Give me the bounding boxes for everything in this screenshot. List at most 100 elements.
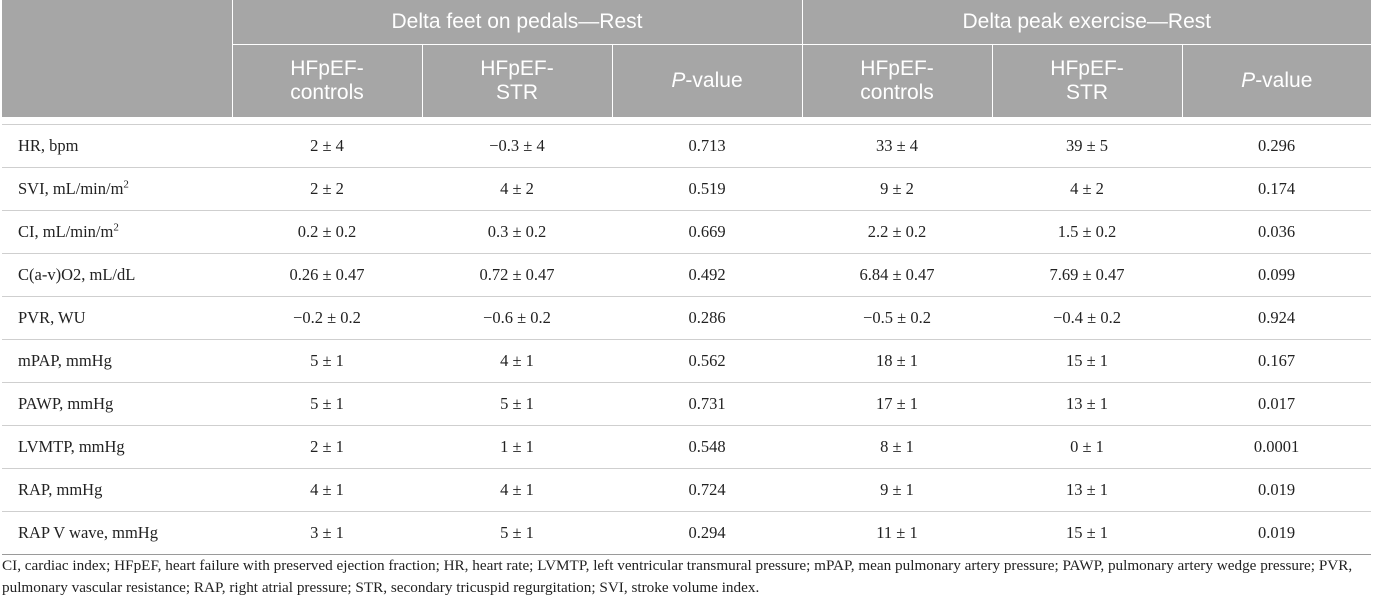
cell-peak-pvalue: 0.924 [1182, 296, 1372, 340]
row-label-text: CI, mL/min/m [18, 221, 114, 241]
row-label: HR, bpm [2, 124, 232, 168]
table-header: Delta feet on pedals—Rest Delta peak exe… [2, 0, 1372, 118]
cell-feet-str: 5 ± 1 [422, 511, 612, 555]
row-label-text: HR, bpm [18, 135, 79, 155]
cell-peak-pvalue: 0.017 [1182, 382, 1372, 426]
col-header-feet-pvalue: P-value [611, 44, 803, 117]
row-label-text: mPAP, mmHg [18, 350, 112, 370]
cell-peak-pvalue: 0.036 [1182, 210, 1372, 254]
cell-feet-str: 0.3 ± 0.2 [422, 210, 612, 254]
row-label-superscript: 2 [113, 221, 119, 233]
cell-feet-controls: −0.2 ± 0.2 [232, 296, 422, 340]
cell-peak-controls: 11 ± 1 [802, 511, 993, 555]
cell-feet-str: −0.6 ± 0.2 [422, 296, 612, 340]
col-header-peak-str: HFpEF- STR [991, 44, 1183, 117]
cell-peak-str: 15 ± 1 [992, 339, 1183, 383]
cell-feet-str: 4 ± 2 [422, 167, 612, 211]
cell-feet-pvalue: 0.669 [612, 210, 803, 254]
cell-feet-str: 4 ± 1 [422, 339, 612, 383]
cell-peak-controls: 6.84 ± 0.47 [802, 253, 993, 297]
table-body: HR, bpm 2 ± 4 −0.3 ± 4 0.713 33 ± 4 39 ±… [2, 117, 1372, 555]
cell-peak-pvalue: 0.019 [1182, 468, 1372, 512]
table-row: PVR, WU −0.2 ± 0.2 −0.6 ± 0.2 0.286 −0.5… [2, 296, 1372, 340]
cell-feet-controls: 5 ± 1 [232, 382, 422, 426]
table-row: mPAP, mmHg 5 ± 1 4 ± 1 0.562 18 ± 1 15 ±… [2, 339, 1372, 383]
cell-peak-pvalue: 0.0001 [1182, 425, 1372, 469]
col-header-feet-str: HFpEF- STR [421, 44, 612, 117]
row-label-superscript: 2 [123, 178, 129, 190]
col-header-text-line2: STR [496, 81, 538, 104]
cell-peak-controls: 8 ± 1 [802, 425, 993, 469]
cell-peak-str: 0 ± 1 [992, 425, 1183, 469]
pvalue-suffix: -value [1255, 69, 1313, 92]
col-header-text-line1: HFpEF- [480, 57, 554, 80]
col-header-text-line2: STR [1066, 81, 1109, 104]
cell-peak-str: 7.69 ± 0.47 [992, 253, 1183, 297]
row-label: SVI, mL/min/m2 [2, 167, 232, 211]
cell-peak-str: 39 ± 5 [992, 124, 1183, 168]
table-row: LVMTP, mmHg 2 ± 1 1 ± 1 0.548 8 ± 1 0 ± … [2, 425, 1372, 469]
cell-peak-pvalue: 0.167 [1182, 339, 1372, 383]
pvalue-italic-p: P [671, 69, 686, 92]
table-row: CI, mL/min/m2 0.2 ± 0.2 0.3 ± 0.2 0.669 … [2, 210, 1372, 254]
row-label-text: C(a-v)O2, mL/dL [18, 264, 136, 284]
row-label-text: RAP, mmHg [18, 479, 103, 499]
row-label-text: PVR, WU [18, 307, 86, 327]
row-label-text: LVMTP, mmHg [18, 436, 125, 456]
cell-peak-controls: 17 ± 1 [802, 382, 993, 426]
cell-feet-str: −0.3 ± 4 [422, 124, 612, 168]
cell-feet-str: 4 ± 1 [422, 468, 612, 512]
results-table-container: Delta feet on pedals—Rest Delta peak exe… [2, 0, 1372, 555]
cell-feet-pvalue: 0.548 [612, 425, 803, 469]
pvalue-italic-p: P [1241, 69, 1256, 92]
cell-feet-pvalue: 0.492 [612, 253, 803, 297]
cell-feet-controls: 2 ± 1 [232, 425, 422, 469]
col-header-text-line1: HFpEF- [860, 57, 934, 80]
cell-feet-controls: 5 ± 1 [232, 339, 422, 383]
cell-feet-controls: 3 ± 1 [232, 511, 422, 555]
cell-peak-pvalue: 0.296 [1182, 124, 1372, 168]
table-row: SVI, mL/min/m2 2 ± 2 4 ± 2 0.519 9 ± 2 4… [2, 167, 1372, 211]
row-label: CI, mL/min/m2 [2, 210, 232, 254]
spacer-cell [2, 117, 1372, 125]
table-row: HR, bpm 2 ± 4 −0.3 ± 4 0.713 33 ± 4 39 ±… [2, 124, 1372, 168]
cell-peak-str: 13 ± 1 [992, 382, 1183, 426]
col-header-text-line2: controls [290, 81, 364, 104]
cell-feet-pvalue: 0.519 [612, 167, 803, 211]
row-label: mPAP, mmHg [2, 339, 232, 383]
cell-feet-controls: 0.26 ± 0.47 [232, 253, 422, 297]
cell-feet-controls: 0.2 ± 0.2 [232, 210, 422, 254]
table-row: C(a-v)O2, mL/dL 0.26 ± 0.47 0.72 ± 0.47 … [2, 253, 1372, 297]
header-empty-cell [2, 0, 232, 118]
cell-peak-str: 13 ± 1 [992, 468, 1183, 512]
cell-feet-pvalue: 0.731 [612, 382, 803, 426]
cell-feet-pvalue: 0.286 [612, 296, 803, 340]
row-label-text: SVI, mL/min/m [18, 178, 124, 198]
col-header-text-line1: HFpEF- [290, 57, 364, 80]
row-label: PVR, WU [2, 296, 232, 340]
cell-feet-str: 5 ± 1 [422, 382, 612, 426]
table-spacer-row [2, 117, 1372, 125]
col-header-peak-controls: HFpEF- controls [801, 44, 993, 117]
table-footnote: CI, cardiac index; HFpEF, heart failure … [2, 557, 1353, 596]
cell-peak-controls: 9 ± 1 [802, 468, 993, 512]
table-row: RAP V wave, mmHg 3 ± 1 5 ± 1 0.294 11 ± … [2, 511, 1372, 555]
cell-peak-str: −0.4 ± 0.2 [992, 296, 1183, 340]
row-label: PAWP, mmHg [2, 382, 232, 426]
row-label: C(a-v)O2, mL/dL [2, 253, 232, 297]
cell-feet-str: 1 ± 1 [422, 425, 612, 469]
col-header-feet-controls: HFpEF- controls [231, 44, 422, 117]
cell-feet-pvalue: 0.724 [612, 468, 803, 512]
cell-peak-str: 1.5 ± 0.2 [992, 210, 1183, 254]
cell-feet-controls: 2 ± 2 [232, 167, 422, 211]
col-header-text-line2: controls [860, 81, 934, 104]
cell-feet-pvalue: 0.294 [612, 511, 803, 555]
cell-peak-controls: 9 ± 2 [802, 167, 993, 211]
cell-peak-pvalue: 0.174 [1182, 167, 1372, 211]
cell-peak-pvalue: 0.019 [1182, 511, 1372, 555]
cell-feet-pvalue: 0.562 [612, 339, 803, 383]
table-row: PAWP, mmHg 5 ± 1 5 ± 1 0.731 17 ± 1 13 ±… [2, 382, 1372, 426]
cell-peak-controls: 18 ± 1 [802, 339, 993, 383]
cell-feet-pvalue: 0.713 [612, 124, 803, 168]
cell-feet-controls: 2 ± 4 [232, 124, 422, 168]
